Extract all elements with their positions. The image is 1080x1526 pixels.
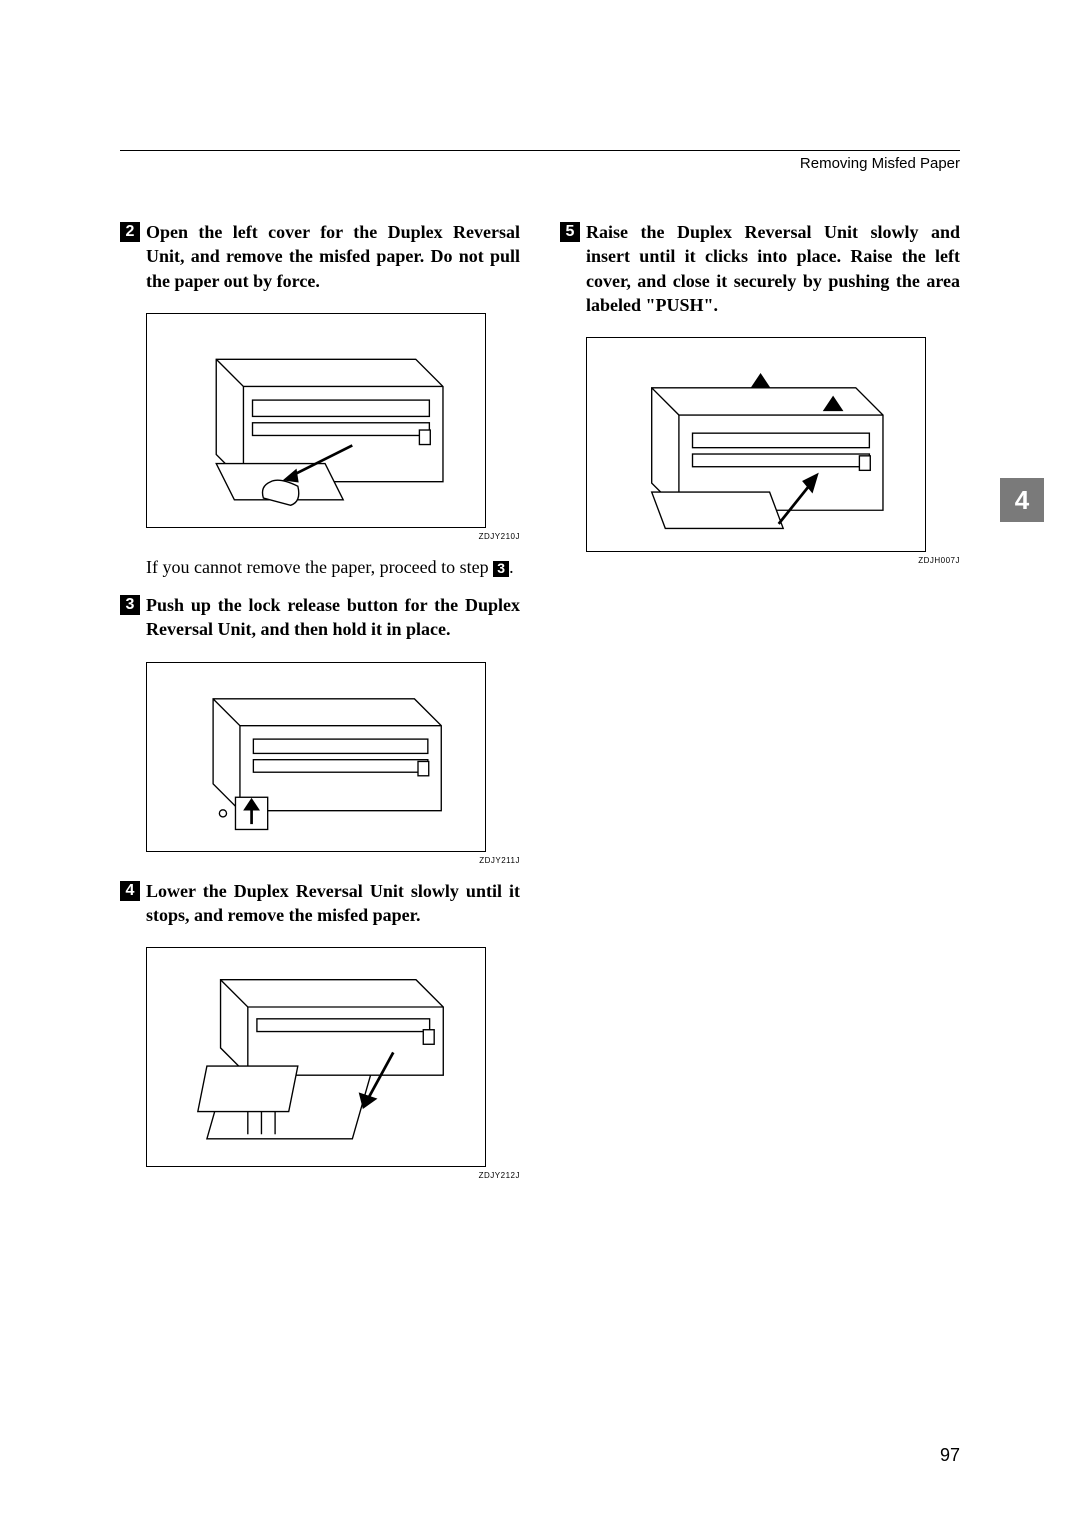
figure-5-label: ZDJH007J — [586, 556, 960, 565]
step-2-note: If you cannot remove the paper, proceed … — [120, 555, 520, 579]
step-ref-3: 3 — [493, 561, 509, 577]
note-post: . — [509, 557, 514, 577]
figure-step-5 — [586, 337, 926, 552]
figure-2-label: ZDJY210J — [146, 532, 520, 541]
step-3: 3 Push up the lock release button for th… — [120, 593, 520, 642]
chapter-tab: 4 — [1000, 478, 1044, 522]
figure-4-label: ZDJY212J — [146, 1171, 520, 1180]
printer-push-lock-diagram — [156, 672, 476, 842]
step-2-text: Open the left cover for the Duplex Rever… — [146, 220, 520, 293]
figure-step-4 — [146, 947, 486, 1167]
figure-step-3 — [146, 662, 486, 852]
printer-remove-paper-diagram — [156, 323, 476, 518]
header-rule — [120, 150, 960, 151]
note-pre: If you cannot remove the paper, proceed … — [146, 557, 493, 577]
right-column: 5 Raise the Duplex Reversal Unit slowly … — [560, 220, 960, 1194]
step-5-text: Raise the Duplex Reversal Unit slowly an… — [586, 220, 960, 317]
figure-step-2 — [146, 313, 486, 528]
step-4: 4 Lower the Duplex Reversal Unit slowly … — [120, 879, 520, 928]
step-3-text: Push up the lock release button for the … — [146, 593, 520, 642]
step-4-text: Lower the Duplex Reversal Unit slowly un… — [146, 879, 520, 928]
step-number-5: 5 — [560, 222, 580, 242]
printer-raise-close-diagram — [596, 347, 916, 542]
step-number-2: 2 — [120, 222, 140, 242]
page-number: 97 — [940, 1445, 960, 1466]
printer-lower-unit-diagram — [156, 957, 476, 1157]
page-header: Removing Misfed Paper — [120, 155, 960, 172]
step-2: 2 Open the left cover for the Duplex Rev… — [120, 220, 520, 293]
figure-3-label: ZDJY211J — [146, 856, 520, 865]
left-column: 2 Open the left cover for the Duplex Rev… — [120, 220, 520, 1194]
step-number-4: 4 — [120, 881, 140, 901]
content-columns: 2 Open the left cover for the Duplex Rev… — [120, 220, 960, 1194]
step-5: 5 Raise the Duplex Reversal Unit slowly … — [560, 220, 960, 317]
step-number-3: 3 — [120, 595, 140, 615]
